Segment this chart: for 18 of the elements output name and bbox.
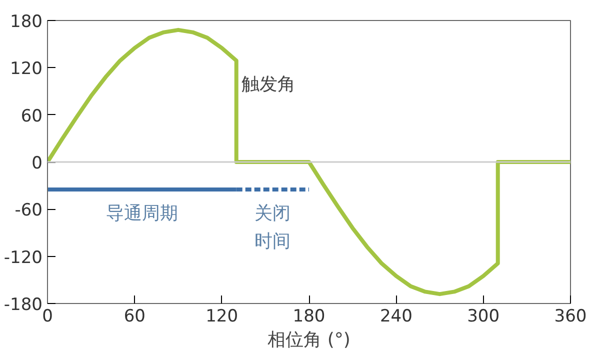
- annotation: 关闭: [254, 203, 291, 224]
- y-tick-label: -180: [4, 295, 43, 315]
- x-tick-label: 60: [124, 306, 146, 326]
- x-tick-label: 360: [554, 306, 587, 326]
- y-tick-label: -120: [4, 248, 43, 268]
- y-tick-label: 180: [10, 12, 43, 32]
- x-tick-label: 120: [206, 306, 238, 326]
- y-tick-label: 0: [32, 154, 43, 174]
- y-tick-label: 120: [10, 59, 43, 80]
- annotation: 触发角: [241, 74, 296, 96]
- y-tick-label: 60: [20, 106, 43, 126]
- x-tick-label: 180: [292, 306, 326, 326]
- annotation: 时间: [254, 231, 291, 252]
- x-tick-label: 300: [467, 306, 500, 326]
- y-tick-label: -60: [14, 200, 43, 221]
- x-axis-title: 相位角 (°): [268, 330, 350, 350]
- x-tick-label: 240: [380, 306, 412, 326]
- annotation: 导通周期: [106, 203, 178, 224]
